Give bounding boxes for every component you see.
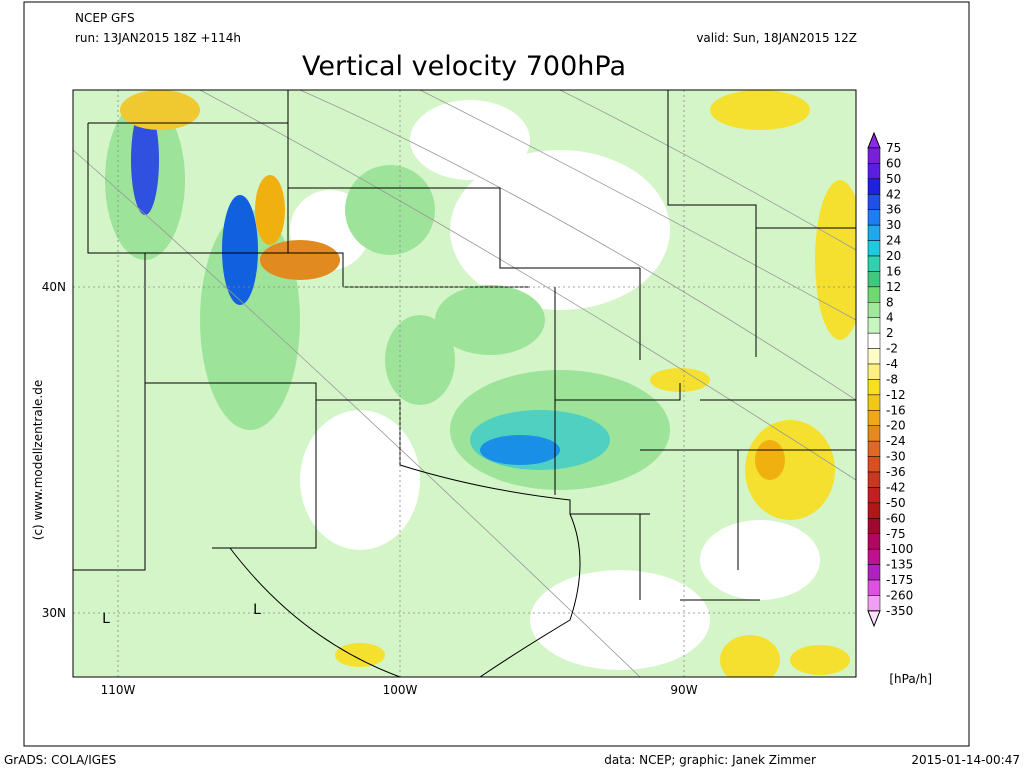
colorbar-label: 30 <box>886 218 901 232</box>
colorbar-swatch <box>867 286 881 303</box>
colorbar-label: -50 <box>886 496 906 510</box>
map-border <box>72 89 857 678</box>
title: Vertical velocity 700hPa <box>302 51 626 82</box>
colorbar-swatch <box>867 456 881 473</box>
colorbar-label: -175 <box>886 573 913 587</box>
colorbar-swatch <box>867 518 881 535</box>
colorbar-label: 60 <box>886 156 901 170</box>
colorbar-swatch <box>867 410 881 426</box>
lat-label: 30N <box>42 606 66 620</box>
colorbar-swatch <box>867 502 881 519</box>
colorbar-swatch <box>867 178 881 195</box>
colorbar-label: -42 <box>886 480 906 494</box>
lon-label: 110W <box>101 683 136 697</box>
colorbar-swatch <box>867 147 881 164</box>
colorbar-swatch <box>867 348 881 365</box>
low-marker: L <box>253 602 261 618</box>
colorbar-label: -60 <box>886 511 906 525</box>
low-marker: L <box>102 611 110 627</box>
colorbar-swatch <box>867 548 881 565</box>
colorbar-swatch <box>867 533 881 550</box>
lat-label: 40N <box>42 280 66 294</box>
colorbar-label: 4 <box>886 311 894 325</box>
footer-center: data: NCEP; graphic: Janek Zimmer <box>604 753 816 767</box>
colorbar-label: 42 <box>886 187 901 201</box>
colorbar-label: -8 <box>886 372 898 386</box>
colorbar-label: 50 <box>886 172 901 186</box>
colorbar-swatch <box>867 240 881 257</box>
colorbar-label: 2 <box>886 326 894 340</box>
colorbar-label: -24 <box>886 434 906 448</box>
colorbar-label: -2 <box>886 342 898 356</box>
valid: valid: Sun, 18JAN2015 12Z <box>696 31 857 45</box>
colorbar-swatch <box>867 332 881 349</box>
colorbar-swatch <box>867 394 881 411</box>
field <box>73 90 856 677</box>
colorbar-label: 12 <box>886 280 901 294</box>
colorbar-swatch <box>867 271 881 288</box>
footer-right: 2015-01-14-00:47 <box>911 753 1020 767</box>
colorbar-label: -260 <box>886 588 913 602</box>
model: NCEP GFS <box>75 11 135 25</box>
colorbar-label: 75 <box>886 141 901 155</box>
colorbar-swatch <box>867 194 881 210</box>
colorbar-label: 8 <box>886 295 894 309</box>
colorbar-swatch <box>867 564 881 581</box>
credit: (c) www.modellzentrale.de <box>31 380 45 540</box>
unit: [hPa/h] <box>889 672 932 686</box>
colorbar-swatch <box>867 255 881 272</box>
colorbar-label: 36 <box>886 203 901 217</box>
colorbar-label: -135 <box>886 558 913 572</box>
colorbar-swatch <box>867 209 881 226</box>
colorbar-label: -350 <box>886 604 913 618</box>
colorbar-swatch <box>867 440 881 457</box>
colorbar-swatch <box>867 363 881 380</box>
colorbar-label: 24 <box>886 234 901 248</box>
colorbar-swatch <box>867 224 881 241</box>
colorbar-swatch <box>867 379 881 396</box>
colorbar-label: -30 <box>886 450 906 464</box>
lon-label: 100W <box>383 683 418 697</box>
colorbar-swatch <box>867 317 881 334</box>
colorbar-arrow <box>867 610 881 628</box>
colorbar-swatch <box>867 579 881 596</box>
colorbar-swatch <box>867 302 881 318</box>
colorbar-label: -4 <box>886 357 898 371</box>
colorbar: 75605042363024201612842-2-4-8-12-16-20-2… <box>867 131 913 628</box>
lon-label: 90W <box>670 683 697 697</box>
colorbar-swatch <box>867 163 881 180</box>
colorbar-label: -75 <box>886 527 906 541</box>
colorbar-label: -16 <box>886 403 906 417</box>
colorbar-swatch <box>867 425 881 442</box>
colorbar-swatch <box>867 487 881 504</box>
colorbar-label: 16 <box>886 264 901 278</box>
colorbar-swatch <box>867 471 881 488</box>
colorbar-label: -12 <box>886 388 906 402</box>
colorbar-label: -36 <box>886 465 906 479</box>
colorbar-label: -20 <box>886 419 906 433</box>
run: run: 13JAN2015 18Z +114h <box>75 31 241 45</box>
footer-left: GrADS: COLA/IGES <box>4 753 116 767</box>
colorbar-swatch <box>867 595 881 612</box>
colorbar-label: -100 <box>886 542 913 556</box>
colorbar-label: 20 <box>886 249 901 263</box>
